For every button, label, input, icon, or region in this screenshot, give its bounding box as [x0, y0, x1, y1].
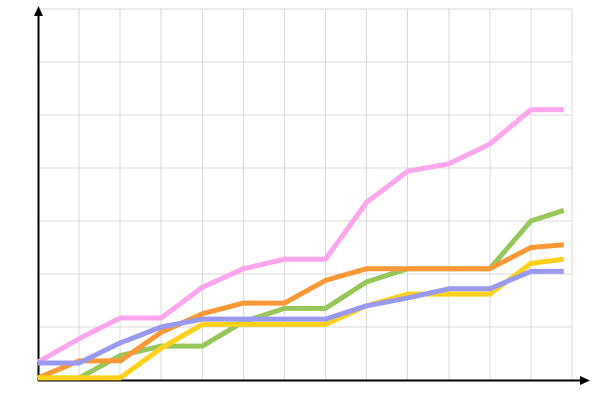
series-lines: [36, 107, 565, 381]
x-axis: [38, 376, 590, 385]
x-axis-arrow-icon: [580, 376, 590, 385]
series-line-orange: [37, 242, 565, 381]
y-axis-arrow-icon: [34, 6, 43, 16]
series-line-pink: [36, 107, 564, 365]
y-axis: [34, 6, 43, 381]
horizontal-gridlines: [38, 8, 572, 328]
series-line-purple: [38, 268, 564, 366]
series-line-yellow: [38, 256, 565, 381]
vertical-gridlines: [78, 9, 573, 380]
